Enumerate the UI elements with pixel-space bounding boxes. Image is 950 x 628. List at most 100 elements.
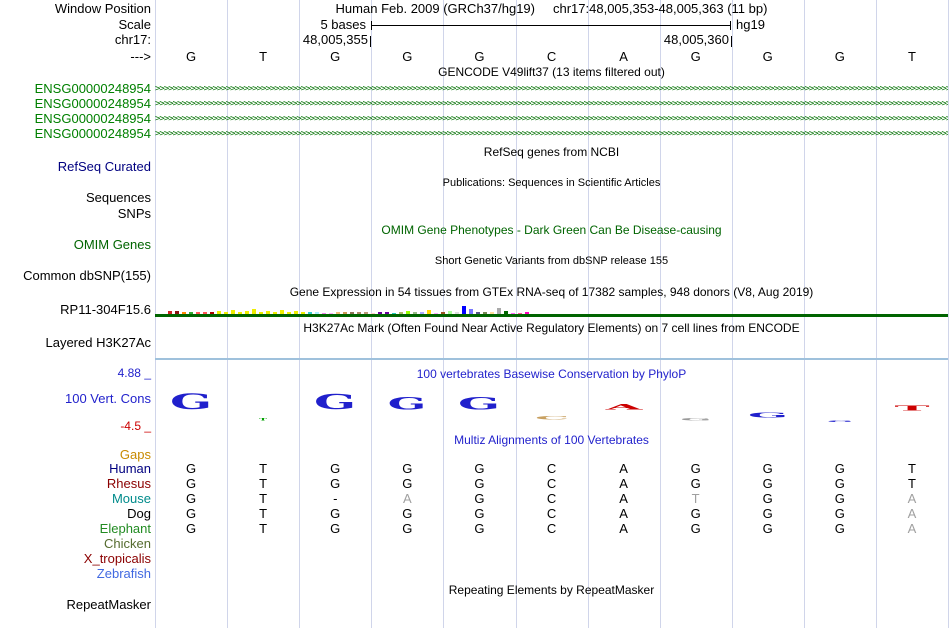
species-label[interactable]: Chicken <box>104 536 151 551</box>
aligned-base: G <box>474 476 485 491</box>
gtex-tissue-bar <box>168 311 172 314</box>
aligned-base: G <box>690 506 701 521</box>
transcript-direction-arrows[interactable]: >>>>>>>>>>>>>>>>>>>>>>>>>>>>>>>>>>>>>>>>… <box>155 114 948 124</box>
aligned-base: T <box>259 461 268 476</box>
refseq-track-label[interactable]: RefSeq genes from NCBI <box>483 145 620 159</box>
aligned-base: G <box>762 506 773 521</box>
species-label[interactable]: Dog <box>127 506 151 521</box>
gtex-tissue-bar <box>392 313 396 314</box>
svg-text:C: C <box>534 416 568 420</box>
gtex-tissue-bar <box>245 311 249 314</box>
layered-h3k27ac-label[interactable]: Layered H3K27Ac <box>45 335 151 350</box>
svg-text:G: G <box>314 392 356 411</box>
species-label[interactable]: Rhesus <box>106 476 151 491</box>
aligned-base: G <box>474 461 485 476</box>
gencode-transcript-label[interactable]: ENSG00000248954 <box>34 111 151 126</box>
aligned-base: A <box>403 491 412 506</box>
species-label[interactable]: Mouse <box>111 491 151 506</box>
gencode-transcript-label[interactable]: ENSG00000248954 <box>34 126 151 141</box>
phylop-base-glyph: G <box>679 408 713 422</box>
scale-value: 5 bases <box>320 17 366 32</box>
aligned-base: G <box>330 476 341 491</box>
aligned-base: A <box>619 476 628 491</box>
gtex-gene-label[interactable]: RP11-304F15.6 <box>60 302 151 317</box>
gtex-tissue-bar <box>210 312 214 314</box>
species-label[interactable]: Zebrafish <box>96 566 151 581</box>
gencode-track-label[interactable]: GENCODE V49lift37 (13 items filtered out… <box>438 65 665 79</box>
aligned-base: G <box>690 476 701 491</box>
aligned-base: C <box>546 461 557 476</box>
transcript-direction-arrows[interactable]: >>>>>>>>>>>>>>>>>>>>>>>>>>>>>>>>>>>>>>>>… <box>155 99 948 109</box>
gtex-tissue-bar <box>336 312 340 314</box>
svg-text:A: A <box>604 403 643 410</box>
phylop-letter: G <box>314 390 356 414</box>
reference-base: G <box>690 49 701 64</box>
gaps-label: Gaps <box>119 447 151 462</box>
aligned-base: G <box>834 491 845 506</box>
gtex-tissue-bar <box>406 311 410 314</box>
gtex-tissue-bar <box>280 310 284 314</box>
repeatmasker-label[interactable]: RepeatMasker <box>66 597 151 612</box>
h3k27ac-track-label[interactable]: H3K27Ac Mark (Often Found Near Active Re… <box>303 321 800 335</box>
gtex-tissue-bar <box>329 313 333 314</box>
gencode-transcript-label[interactable]: ENSG00000248954 <box>34 81 151 96</box>
conservation-label[interactable]: 100 Vert. Cons <box>65 391 151 406</box>
omim-genes-label[interactable]: OMIM Genes <box>73 237 151 252</box>
gtex-tissue-bar <box>301 312 305 314</box>
gtex-tissue-bar <box>217 311 221 314</box>
aligned-base: T <box>259 521 268 536</box>
gencode-transcript-label[interactable]: ENSG00000248954 <box>34 96 151 111</box>
gtex-tissue-bar <box>413 312 417 314</box>
aligned-base: G <box>474 506 485 521</box>
multiz-track-label[interactable]: Multiz Alignments of 100 Vertebrates <box>454 433 649 447</box>
aligned-base: A <box>619 506 628 521</box>
aligned-base: G <box>474 491 485 506</box>
species-label[interactable]: X_tropicalis <box>83 551 151 566</box>
aligned-base: A <box>619 521 628 536</box>
publications-track-label[interactable]: Publications: Sequences in Scientific Ar… <box>442 177 661 189</box>
refseq-curated-label[interactable]: RefSeq Curated <box>57 159 151 174</box>
phylop-base-glyph: G <box>746 405 790 419</box>
gtex-tissue-bar <box>322 313 326 314</box>
omim-track-label[interactable]: OMIM Gene Phenotypes - Dark Green Can Be… <box>381 223 722 237</box>
assembly-tag: hg19 <box>736 17 765 32</box>
aligned-base: G <box>185 506 197 521</box>
phylop-letter: T <box>259 418 267 422</box>
species-label[interactable]: Elephant <box>99 521 151 536</box>
aligned-base: T <box>907 476 916 491</box>
snps-label[interactable]: SNPs <box>117 206 151 221</box>
transcript-direction-arrows[interactable]: >>>>>>>>>>>>>>>>>>>>>>>>>>>>>>>>>>>>>>>>… <box>155 84 948 94</box>
reference-base: C <box>546 49 557 64</box>
gtex-tissue-bar <box>252 309 256 314</box>
phylop-base-glyph: G <box>826 409 854 423</box>
reference-base: G <box>474 49 485 64</box>
phylop-letter: T <box>894 404 929 412</box>
transcript-direction-arrows[interactable]: >>>>>>>>>>>>>>>>>>>>>>>>>>>>>>>>>>>>>>>>… <box>155 129 948 139</box>
conservation-track-label[interactable]: 100 vertebrates Basewise Conservation by… <box>416 367 687 381</box>
gtex-tissue-bar <box>518 313 522 314</box>
aligned-base: T <box>259 491 268 506</box>
common-dbsnp-label[interactable]: Common dbSNP(155) <box>23 268 151 283</box>
aligned-base: C <box>546 521 557 536</box>
species-label[interactable]: Human <box>109 461 151 476</box>
phylop-base-glyph: G <box>168 389 214 414</box>
gtex-tissue-bar <box>448 311 452 314</box>
gtex-gene-line <box>155 314 948 317</box>
repeatmasker-track-label[interactable]: Repeating Elements by RepeatMasker <box>448 583 655 597</box>
reference-base: G <box>330 49 341 64</box>
dbsnp-track-label[interactable]: Short Genetic Variants from dbSNP releas… <box>434 255 669 267</box>
gtex-track-label[interactable]: Gene Expression in 54 tissues from GTEx … <box>289 285 814 299</box>
phylop-base-glyph: A <box>602 397 646 411</box>
svg-text:G: G <box>388 395 426 411</box>
scale-bar-right-tick <box>730 21 731 30</box>
gtex-tissue-bar <box>224 312 228 314</box>
phylop-base-glyph: T <box>258 408 268 422</box>
coord-right: 48,005,360 <box>663 32 729 47</box>
aligned-base: G <box>834 461 845 476</box>
aligned-base: C <box>546 476 557 491</box>
aligned-base: C <box>546 506 557 521</box>
phylop-letter: G <box>680 418 711 422</box>
sequences-label[interactable]: Sequences <box>85 190 151 205</box>
aligned-base: G <box>402 476 413 491</box>
